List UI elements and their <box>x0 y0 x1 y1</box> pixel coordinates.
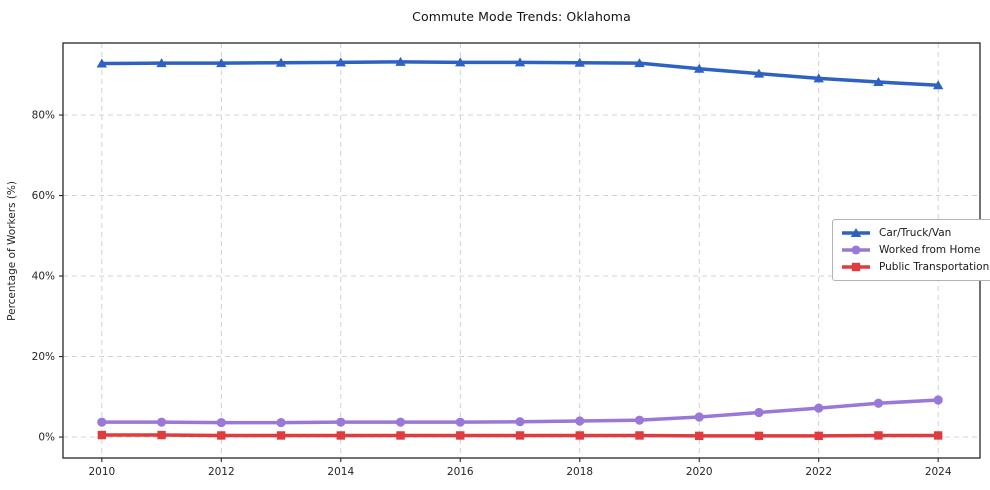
axis-ticks <box>59 114 939 462</box>
legend-swatch-circle-icon <box>842 245 870 255</box>
y-tick-label: 0% <box>38 432 55 444</box>
legend-item-public-transportation: Public Transportation <box>840 260 989 274</box>
legend-label: Worked from Home <box>879 244 981 256</box>
legend-label: Car/Truck/Van <box>879 227 952 239</box>
x-tick-label: 2014 <box>327 466 354 478</box>
series-worked-from-home <box>97 395 943 428</box>
legend-label: Public Transportation <box>879 261 990 273</box>
legend-item-worked-from-home: Worked from Home <box>840 243 989 257</box>
x-tick-label: 2018 <box>566 466 593 478</box>
legend-swatch-square-icon <box>842 262 870 272</box>
y-tick-label: 60% <box>32 190 55 202</box>
x-tick-label: 2020 <box>686 466 713 478</box>
legend-swatch-triangle-icon <box>842 228 870 237</box>
y-tick-label: 20% <box>32 351 55 363</box>
series-car-truck-van <box>96 56 944 90</box>
x-tick-label: 2016 <box>447 466 474 478</box>
tick-labels: 2010 2012 2014 2016 2018 2020 2022 2024 0% 20% 40%… <box>32 110 952 478</box>
chart-title: Commute Mode Trends: Oklahoma <box>412 9 631 24</box>
legend: Car/Truck/Van Worked from Home Public Tr… <box>832 219 990 281</box>
x-tick-label: 2024 <box>925 466 952 478</box>
y-tick-label: 40% <box>32 271 55 283</box>
y-tick-label: 80% <box>32 110 55 122</box>
x-tick-label: 2012 <box>208 466 235 478</box>
x-tick-label: 2010 <box>88 466 115 478</box>
legend-item-car-truck-van: Car/Truck/Van <box>840 226 989 240</box>
series-public-transportation <box>97 430 943 441</box>
x-tick-label: 2022 <box>805 466 832 478</box>
